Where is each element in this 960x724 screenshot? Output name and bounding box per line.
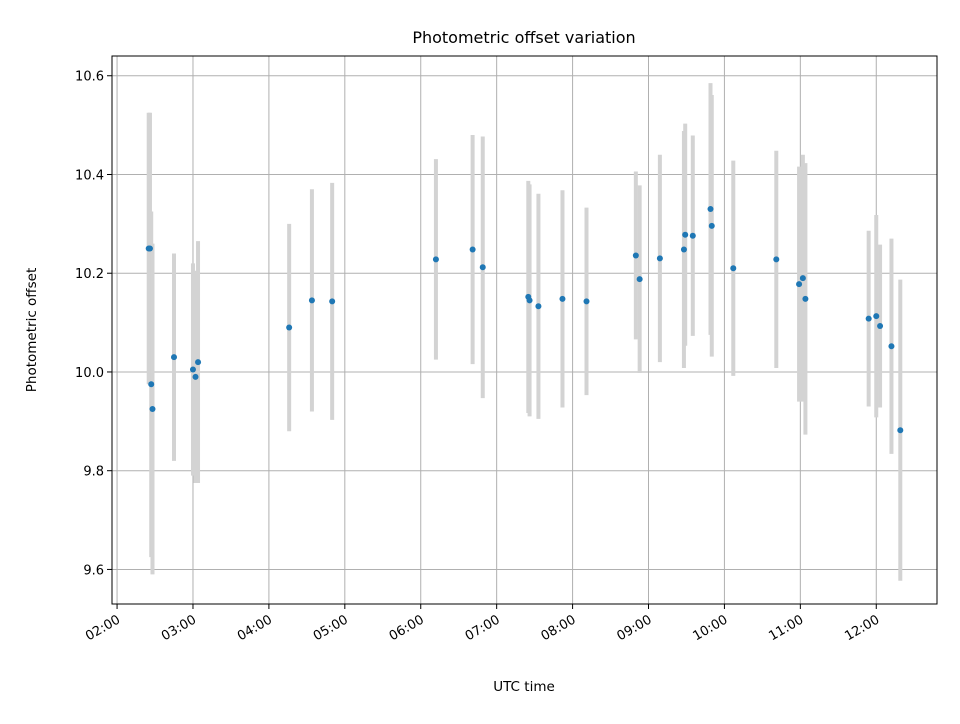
data-point xyxy=(479,264,486,271)
data-markers xyxy=(145,206,904,434)
data-point xyxy=(730,265,737,272)
data-point xyxy=(680,246,687,253)
plot-frame xyxy=(111,55,938,605)
data-point xyxy=(526,297,533,304)
y-tick-label: 10.6 xyxy=(75,70,104,85)
data-point xyxy=(796,281,803,288)
data-point xyxy=(559,295,566,302)
y-tick-label: 10.0 xyxy=(75,366,104,381)
data-point xyxy=(656,255,663,262)
data-point xyxy=(195,359,202,366)
y-tick-label: 10.2 xyxy=(75,267,104,282)
y-tick-label: 9.8 xyxy=(83,465,104,480)
data-point xyxy=(707,206,714,213)
data-point xyxy=(149,405,156,412)
data-point xyxy=(799,275,806,282)
y-axis-ticks: 9.6 9.8 10.0 10.2 10.4 10.6 xyxy=(75,70,112,578)
data-point xyxy=(802,295,809,302)
data-point xyxy=(146,245,153,252)
data-point xyxy=(148,381,155,388)
data-point xyxy=(708,222,715,229)
data-point xyxy=(286,324,293,331)
data-point xyxy=(636,276,643,283)
y-axis-label: Photometric offset xyxy=(24,268,40,392)
data-point xyxy=(873,313,880,320)
data-point xyxy=(535,303,542,310)
data-point xyxy=(192,373,199,380)
data-point xyxy=(171,354,178,361)
data-point xyxy=(897,427,904,434)
data-point xyxy=(689,232,696,239)
data-point xyxy=(308,297,315,304)
data-point xyxy=(583,298,590,305)
x-axis-label: UTC time xyxy=(493,679,555,695)
data-point xyxy=(773,256,780,263)
chart-title: Photometric offset variation xyxy=(412,28,635,47)
y-tick-label: 9.6 xyxy=(83,563,104,578)
data-point xyxy=(329,298,336,305)
data-point xyxy=(682,231,689,238)
data-point xyxy=(432,256,439,263)
y-tick-label: 10.4 xyxy=(75,168,104,183)
data-point xyxy=(888,343,895,350)
data-point xyxy=(865,315,872,322)
data-point xyxy=(189,366,196,373)
data-point xyxy=(469,246,476,253)
data-point xyxy=(877,323,884,330)
data-point xyxy=(632,252,639,259)
